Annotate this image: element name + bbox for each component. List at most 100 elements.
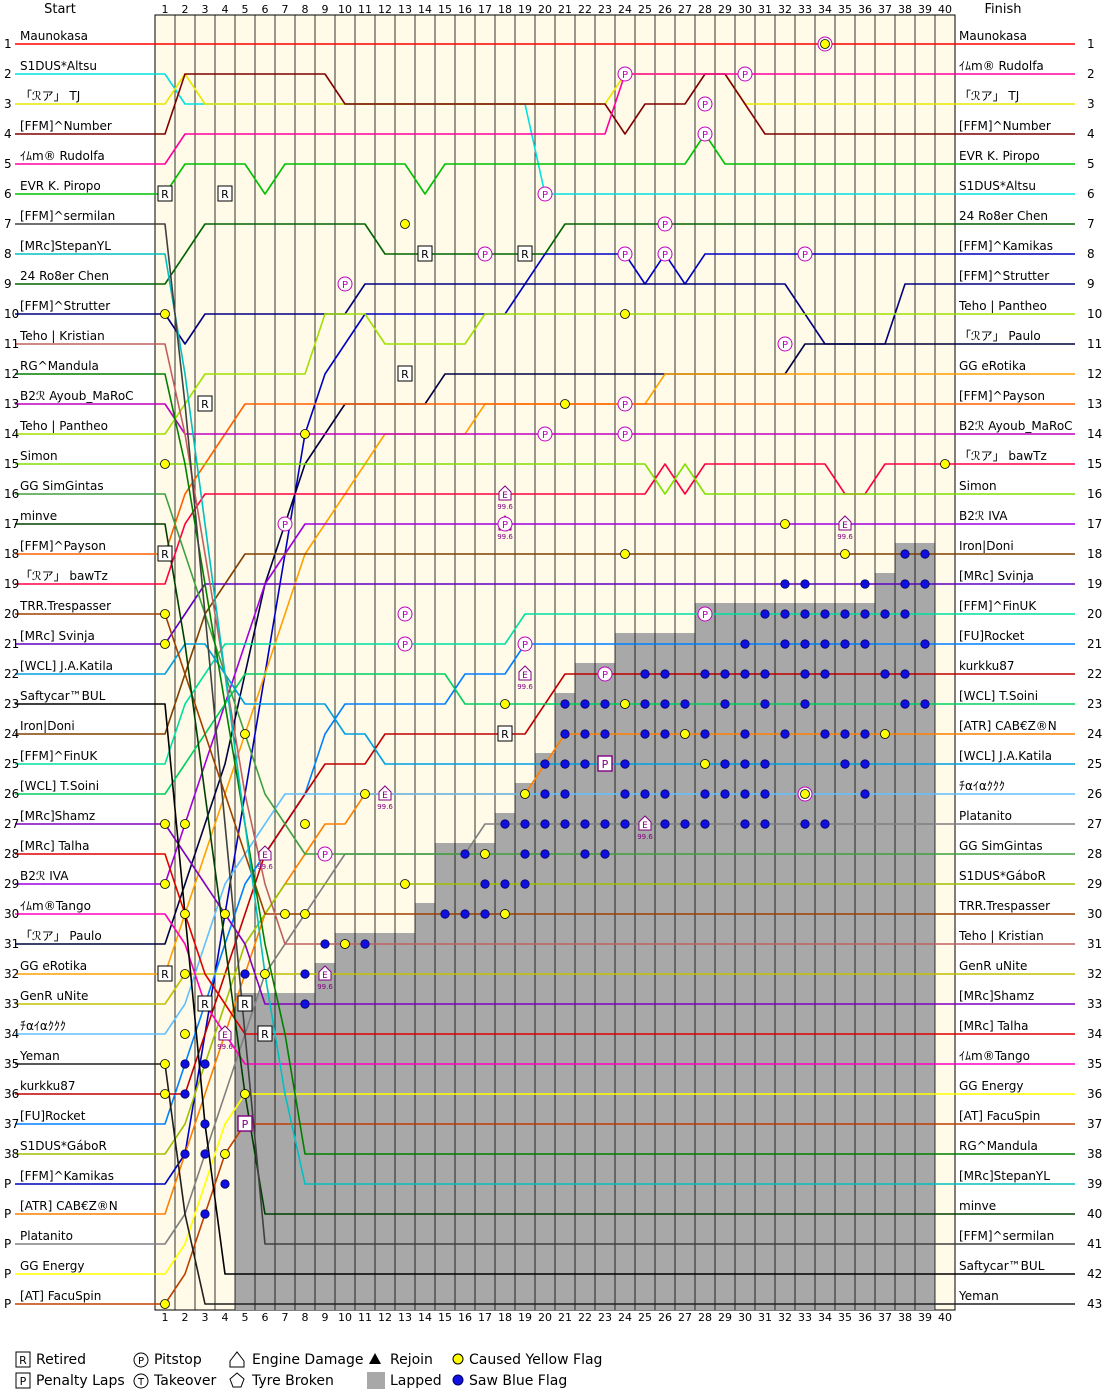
start-position-label: 36: [4, 1087, 19, 1101]
start-driver-name: [MRc] Svinja: [20, 629, 95, 643]
start-driver-name: EVR K. Piropo: [20, 179, 101, 193]
finish-position-label: 9: [1087, 277, 1095, 291]
start-position-label: 34: [4, 1027, 19, 1041]
lapped-column: [615, 633, 635, 1310]
blue-flag-marker: [560, 789, 570, 799]
blue-flag-marker: [640, 699, 650, 709]
retired-marker: [157, 545, 173, 562]
blue-flag-marker: [740, 759, 750, 769]
lap-number-bottom: 28: [698, 1311, 712, 1324]
start-position-label: 3: [4, 97, 12, 111]
pitstop-letter: P: [742, 70, 748, 81]
lap-number-top: 10: [338, 3, 352, 16]
pitstop-marker: [617, 246, 633, 262]
blue-flag-marker: [660, 669, 670, 679]
start-position-label: 29: [4, 877, 19, 891]
blue-flag-marker: [800, 639, 810, 649]
start-position-label: 38: [4, 1147, 19, 1161]
pitstop-marker: [537, 186, 553, 202]
lap-number-top: 4: [222, 3, 229, 16]
engine-damage-letter: E: [222, 1031, 228, 1041]
legend-pitstop-icon: [133, 1352, 149, 1368]
finish-driver-name: Iron|Doni: [959, 539, 1014, 553]
row-lines: [15, 43, 1075, 1305]
start-position-label: 25: [4, 757, 19, 771]
series-line: [155, 793, 955, 1035]
blue-flag-marker: [880, 609, 890, 619]
finish-position-label: 3: [1087, 97, 1095, 111]
yellow-flag-marker: [160, 1059, 170, 1069]
lapped-column: [375, 933, 395, 1310]
yellow-flag-marker: [280, 909, 290, 919]
lap-number-bottom: 7: [282, 1311, 289, 1324]
lap-number-top: 24: [618, 3, 632, 16]
lap-number-bottom: 36: [858, 1311, 872, 1324]
yellow-flag-marker: [620, 549, 630, 559]
yellow-flag-marker: [820, 39, 830, 49]
retired-letter: R: [201, 998, 209, 1011]
lap-number-bottom: 12: [378, 1311, 392, 1324]
finish-driver-name: Teho | Pantheo: [958, 299, 1047, 313]
penalty-marker: [237, 1115, 253, 1132]
legend-blue-icon: [452, 1374, 464, 1386]
blue-flag-marker: [840, 759, 850, 769]
blue-flag-marker: [560, 699, 570, 709]
finish-position-label: 22: [1087, 667, 1102, 681]
lapped-column: [915, 543, 935, 1310]
engine-damage-marker: [518, 665, 532, 681]
finish-position-label: 16: [1087, 487, 1102, 501]
lap-number-top: 9: [322, 3, 329, 16]
blue-flag-marker: [580, 819, 590, 829]
blue-flag-marker: [720, 789, 730, 799]
lap-number-bottom: 24: [618, 1311, 632, 1324]
blue-flag-marker: [180, 1089, 190, 1099]
start-position-label: 9: [4, 277, 12, 291]
blue-flag-marker: [740, 669, 750, 679]
blue-flag-marker: [760, 699, 770, 709]
legend-penalty-label: Penalty Laps: [36, 1373, 125, 1389]
lap-number-bottom: 33: [798, 1311, 812, 1324]
pitstop-letter: P: [622, 400, 628, 411]
finish-position-label: 27: [1087, 817, 1102, 831]
blue-flag-marker: [900, 549, 910, 559]
lap-number-top: 5: [242, 3, 249, 16]
pitstop-marker: [697, 96, 713, 112]
legend-pitstop-icon-letter: P: [138, 1356, 144, 1367]
blue-flag-marker: [700, 729, 710, 739]
lap-number-bottom: 25: [638, 1311, 652, 1324]
finish-driver-name: minve: [959, 1199, 996, 1213]
start-driver-name: [WCL] J.A.Katila: [20, 659, 113, 673]
blue-flag-marker: [540, 819, 550, 829]
pitstop-marker: [517, 636, 533, 652]
pitstop-marker: [697, 606, 713, 622]
blue-flag-marker: [760, 669, 770, 679]
series-line: [155, 73, 955, 165]
blue-flag-marker: [460, 849, 470, 859]
pitstop-marker: [337, 276, 353, 292]
retired-letter: R: [161, 968, 169, 981]
series-line: [155, 553, 955, 735]
finish-driver-name: RG^Mandula: [959, 1139, 1038, 1153]
lap-number-top: 23: [598, 3, 612, 16]
blue-flag-marker: [600, 699, 610, 709]
yellow-flag-marker: [160, 1299, 170, 1309]
finish-position-label: 8: [1087, 247, 1095, 261]
lap-number-top: 36: [858, 3, 872, 16]
start-driver-name: 「ℛア」 bawTz: [20, 569, 108, 583]
penalty-letter: P: [242, 1118, 249, 1131]
legend-retired-icon: [15, 1351, 31, 1368]
lap-number-top: 21: [558, 3, 572, 16]
finish-position-label: 20: [1087, 607, 1102, 621]
blue-flag-marker: [860, 759, 870, 769]
pitstop-marker: [597, 666, 613, 682]
finish-position-label: 42: [1087, 1267, 1102, 1281]
retired-letter: R: [161, 548, 169, 561]
blue-flag-marker: [740, 729, 750, 739]
finish-driver-name: Yeman: [958, 1289, 999, 1303]
start-position-label: 23: [4, 697, 19, 711]
lapped-column: [435, 843, 455, 1310]
blue-flag-marker: [220, 1179, 230, 1189]
lap-number-top: 35: [838, 3, 852, 16]
retired-letter: R: [261, 1028, 269, 1041]
finish-position-label: 1: [1087, 37, 1095, 51]
